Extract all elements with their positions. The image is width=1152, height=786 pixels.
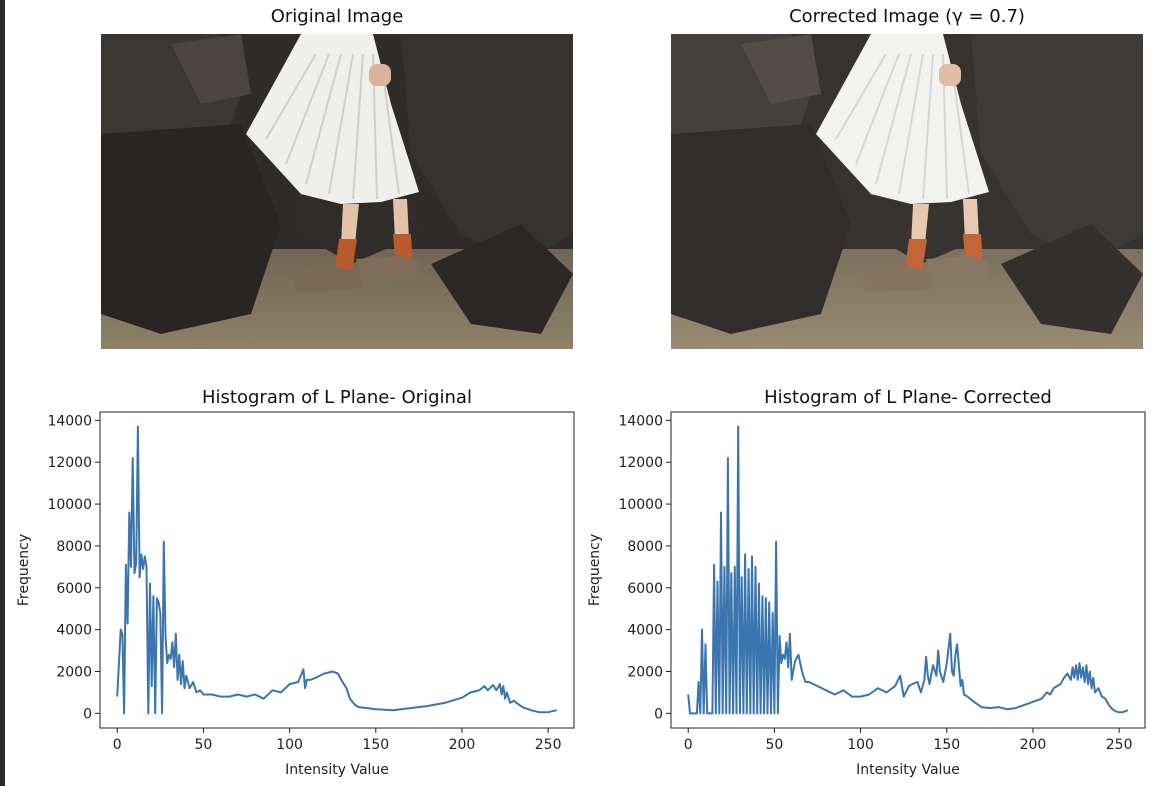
rock xyxy=(671,124,851,334)
x-tick-label: 200 xyxy=(449,737,476,753)
x-axis-label: Intensity Value xyxy=(285,762,389,778)
rock xyxy=(741,34,821,104)
rock xyxy=(101,124,281,334)
y-tick-label: 12000 xyxy=(47,455,92,471)
x-tick-label: 0 xyxy=(113,737,122,753)
hand xyxy=(939,64,961,86)
original-image xyxy=(101,34,573,349)
hand xyxy=(369,64,391,86)
rock xyxy=(401,34,573,264)
y-tick-label: 8000 xyxy=(56,539,92,555)
window-edge xyxy=(0,0,5,786)
clog xyxy=(861,264,933,292)
leg xyxy=(963,199,979,241)
original-image-title: Original Image xyxy=(270,6,404,27)
clog xyxy=(356,256,419,284)
x-tick-label: 150 xyxy=(362,737,389,753)
y-tick-label: 6000 xyxy=(56,581,92,597)
leg xyxy=(393,199,409,241)
y-tick-label: 2000 xyxy=(56,664,92,680)
rock xyxy=(971,34,1143,264)
x-tick-label: 100 xyxy=(276,737,303,753)
corrected-image xyxy=(671,34,1143,349)
chart-title: Histogram of L Plane- Original xyxy=(202,387,472,408)
leg xyxy=(911,204,929,246)
skirt-pleats xyxy=(265,53,400,200)
leg xyxy=(341,204,359,246)
rock xyxy=(171,34,251,104)
y-tick-label: 14000 xyxy=(47,413,92,429)
x-tick-label: 50 xyxy=(195,737,213,753)
y-tick-label: 0 xyxy=(83,706,92,722)
histogram-line xyxy=(116,425,558,715)
rock xyxy=(431,224,573,334)
x-tick-label: 250 xyxy=(535,737,562,753)
clog xyxy=(291,264,363,292)
y-tick-label: 4000 xyxy=(56,623,92,639)
skirt-pleats xyxy=(835,53,970,200)
clog xyxy=(926,256,989,284)
rock xyxy=(1001,224,1143,334)
plot-frame xyxy=(99,411,575,729)
y-axis-label: Frequency xyxy=(16,534,32,606)
corrected-image-title: Corrected Image (γ = 0.7) xyxy=(789,6,1025,27)
y-tick-label: 10000 xyxy=(47,497,92,513)
